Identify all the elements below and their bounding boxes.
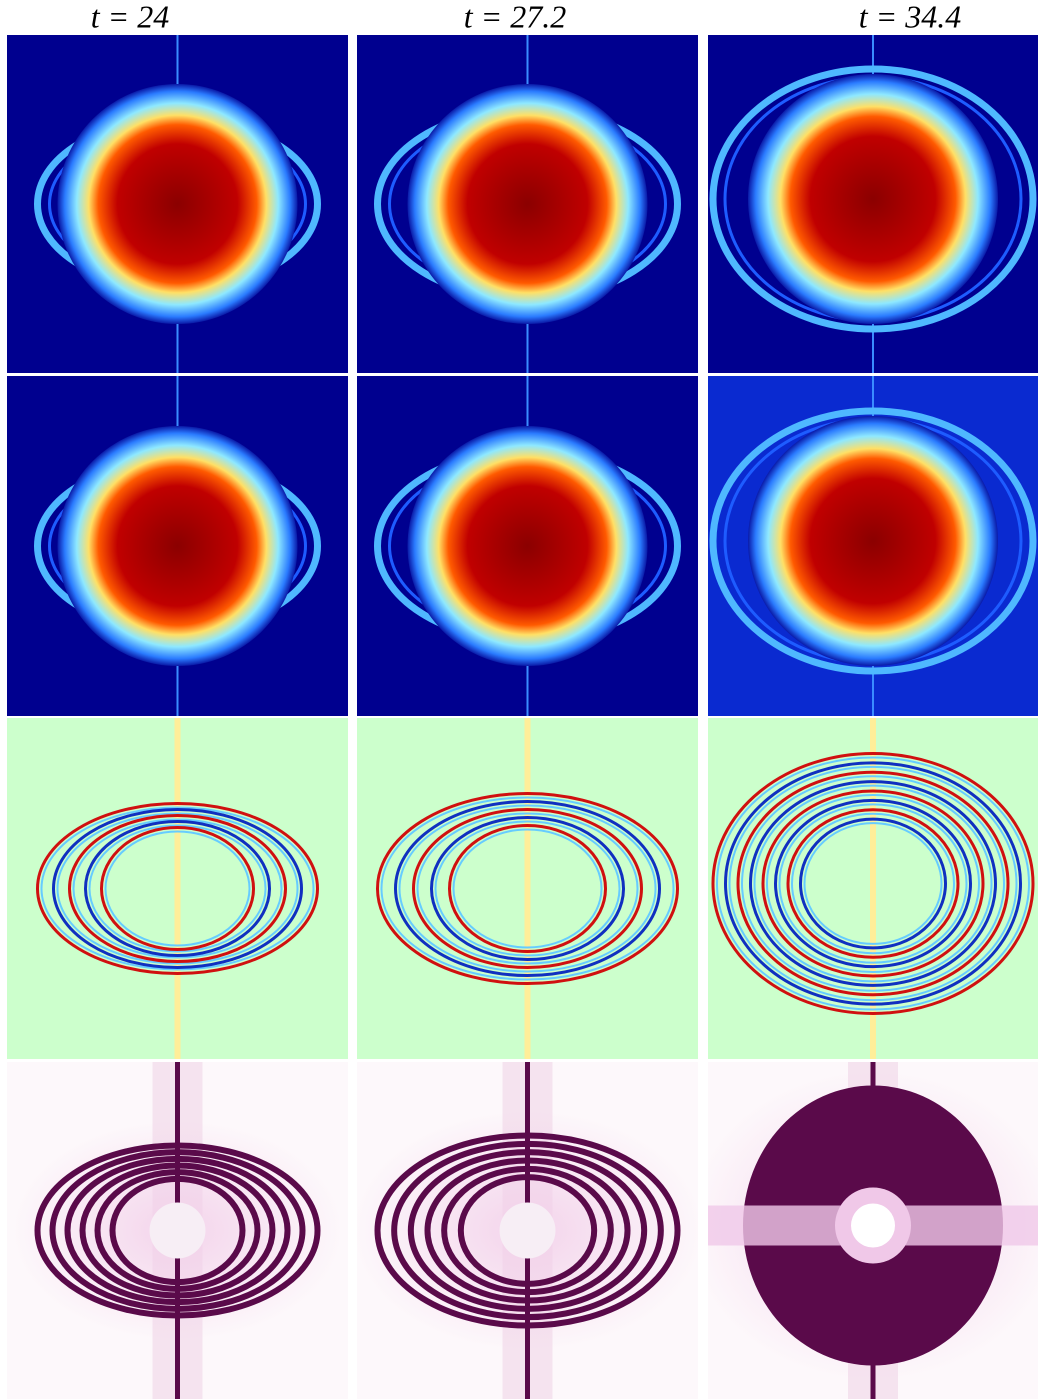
panel [708,35,1038,373]
ring [736,770,1010,997]
ring [391,1140,664,1321]
ring [374,1132,681,1329]
ring [88,824,267,953]
outer-ring [709,65,1037,333]
panel [7,718,348,1059]
ring [100,826,255,951]
panel-content [7,1062,348,1399]
ring [104,830,251,947]
ring [94,1169,261,1292]
ring [749,780,997,987]
ring [64,1155,291,1306]
panel-content [7,35,348,373]
core [407,426,648,666]
panel-content [357,35,698,373]
column-title: t = 24 [91,0,169,34]
ring [786,808,960,959]
panel-content [708,376,1038,716]
core [57,84,298,324]
ring [52,808,303,969]
panel-content [708,35,1038,373]
panel [7,1062,348,1399]
ring [407,1149,648,1312]
panel-content [7,718,348,1059]
hole [149,1202,206,1259]
panel-content [7,376,348,716]
ring [799,817,947,950]
ring [791,812,955,955]
panel-content [357,1062,698,1399]
panel-content [708,1062,1038,1399]
ring [79,1162,276,1299]
ring [84,820,271,957]
panel [357,718,698,1059]
hole [499,1202,556,1259]
panel-content [357,376,698,716]
ring [711,752,1035,1015]
core [407,84,648,324]
ring [416,812,639,965]
ring [753,784,993,983]
ring [398,804,657,973]
ring [441,1165,614,1296]
panel [357,1062,698,1399]
column-title: t = 34.4 [859,0,961,34]
ring [430,816,625,961]
ring [376,792,679,985]
ring [72,818,283,959]
ring [452,828,603,949]
ring [394,800,661,977]
ring [68,814,287,963]
ring [36,802,319,975]
panel-content [708,718,1038,1059]
ring [424,1157,631,1304]
ring [380,796,675,981]
ring [766,794,980,973]
core [57,426,298,666]
panel [357,376,698,716]
panel-content [357,718,698,1059]
ring [448,824,607,953]
column-title: t = 27.2 [464,0,566,34]
panel [357,35,698,373]
panel [708,718,1038,1059]
ring [716,756,1030,1011]
panel [708,1062,1038,1399]
ring [457,1174,598,1287]
ring [34,1142,321,1319]
ring [761,789,985,978]
core [748,416,998,666]
ring [49,1149,306,1312]
ring [40,806,315,971]
outer-ring [709,407,1037,675]
panel [708,376,1038,716]
hole [851,1203,895,1248]
ring [728,765,1018,1002]
ring [778,803,968,964]
core [748,74,998,324]
ring [774,798,972,969]
ring [412,808,643,969]
ring [741,775,1005,992]
ring [109,1175,246,1286]
ring [56,812,299,965]
ring [724,761,1022,1006]
panel [7,376,348,716]
panel [7,35,348,373]
ring [803,822,943,945]
ring [434,820,621,957]
